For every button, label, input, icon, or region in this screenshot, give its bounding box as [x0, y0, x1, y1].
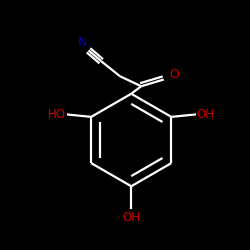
Text: OH: OH	[122, 211, 140, 224]
Text: OH: OH	[197, 108, 215, 121]
Text: HO: HO	[48, 108, 66, 121]
Text: O: O	[169, 68, 179, 81]
Text: N: N	[78, 36, 87, 49]
